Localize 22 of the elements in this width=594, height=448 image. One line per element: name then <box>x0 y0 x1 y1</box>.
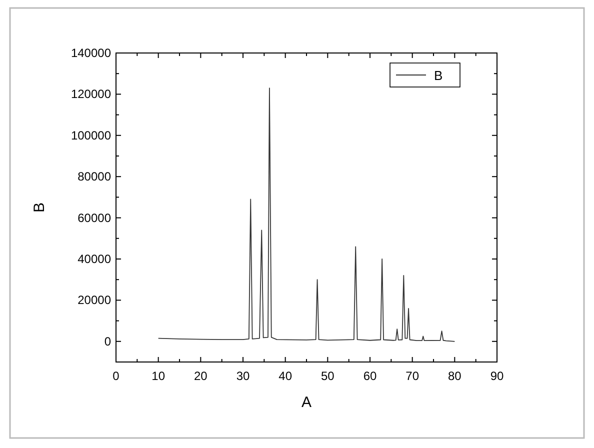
x-tick-label: 30 <box>236 369 250 383</box>
x-tick-label: 70 <box>406 369 420 383</box>
x-tick-label: 10 <box>152 369 166 383</box>
y-tick-label: 120000 <box>70 87 112 102</box>
y-tick-label: 0 <box>104 334 112 348</box>
y-tick-label: 20000 <box>78 293 112 308</box>
y-tick-label: 140000 <box>70 46 112 60</box>
y-tick-label: 100000 <box>70 128 112 142</box>
y-tick-label: 40000 <box>78 252 112 266</box>
y-tick-label: 60000 <box>78 210 112 225</box>
x-tick-label: 50 <box>320 369 335 383</box>
y-axis-title: B <box>31 202 48 213</box>
y-tick-label: 80000 <box>78 170 112 184</box>
x-axis-title: A <box>301 394 312 411</box>
x-tick-label: 20 <box>194 369 208 383</box>
x-tick-label: 80 <box>448 369 462 383</box>
x-tick-label: 0 <box>112 369 120 383</box>
line-series <box>158 88 456 342</box>
x-tick-label: 60 <box>363 369 377 383</box>
x-tick-label: 40 <box>278 369 292 383</box>
x-tick-label: 90 <box>490 369 504 383</box>
legend-label: B <box>434 68 443 83</box>
